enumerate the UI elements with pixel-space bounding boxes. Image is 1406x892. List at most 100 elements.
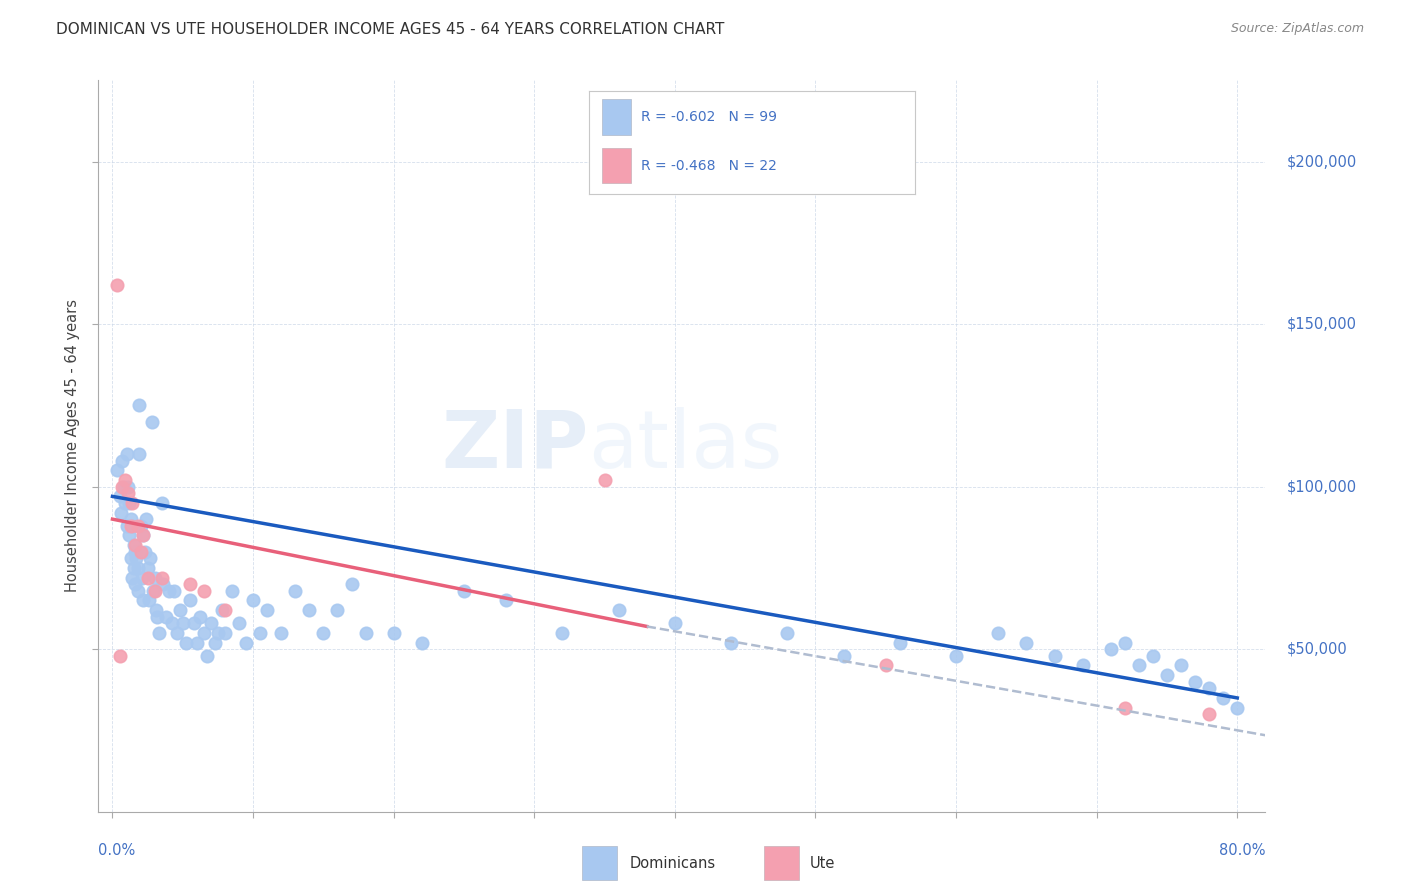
Point <box>889 635 911 649</box>
Point <box>108 648 131 663</box>
Point <box>172 616 194 631</box>
Point <box>142 583 165 598</box>
Text: $200,000: $200,000 <box>1286 154 1357 169</box>
Point <box>195 648 218 663</box>
Point <box>1071 658 1094 673</box>
Point <box>1198 681 1220 696</box>
Point <box>186 635 208 649</box>
Point <box>150 571 173 585</box>
Point <box>146 609 169 624</box>
Point <box>129 518 152 533</box>
Point <box>593 473 616 487</box>
Point <box>179 577 201 591</box>
Point <box>551 626 574 640</box>
Point <box>1114 635 1136 649</box>
Point <box>152 577 174 591</box>
Point <box>249 626 271 640</box>
Point <box>111 453 134 467</box>
Point <box>664 616 686 631</box>
Point <box>105 278 128 293</box>
Point <box>124 544 146 558</box>
Point <box>607 603 630 617</box>
Point <box>110 506 132 520</box>
Point <box>108 489 131 503</box>
Point <box>136 571 159 585</box>
Point <box>242 593 264 607</box>
Point <box>214 603 236 617</box>
Point <box>204 635 226 649</box>
Point <box>193 626 215 640</box>
Point <box>1226 700 1249 714</box>
Text: 80.0%: 80.0% <box>1219 843 1265 858</box>
Point <box>495 593 517 607</box>
Point <box>207 626 229 640</box>
Point <box>117 486 139 500</box>
Point <box>128 447 150 461</box>
Point <box>115 447 138 461</box>
Point <box>945 648 967 663</box>
Point <box>270 626 292 640</box>
Point <box>1198 707 1220 722</box>
Point <box>832 648 855 663</box>
Point <box>193 583 215 598</box>
Point <box>326 603 349 617</box>
Point <box>114 496 136 510</box>
Point <box>120 551 142 566</box>
Point <box>129 544 152 558</box>
Point <box>143 571 166 585</box>
Point <box>148 626 170 640</box>
Point <box>157 583 180 598</box>
FancyBboxPatch shape <box>763 846 799 880</box>
Point <box>179 593 201 607</box>
Point <box>1043 648 1066 663</box>
Point <box>121 496 143 510</box>
Point <box>121 518 143 533</box>
Point <box>132 528 155 542</box>
Point <box>111 480 134 494</box>
Point <box>121 571 143 585</box>
Point <box>138 593 160 607</box>
Text: ZIP: ZIP <box>441 407 589 485</box>
Point <box>143 583 166 598</box>
Point <box>875 658 897 673</box>
Point <box>131 571 153 585</box>
Point <box>105 463 128 477</box>
Point <box>256 603 278 617</box>
Point <box>134 544 156 558</box>
Text: $100,000: $100,000 <box>1286 479 1357 494</box>
FancyBboxPatch shape <box>582 846 617 880</box>
Point <box>211 603 233 617</box>
Text: $50,000: $50,000 <box>1286 641 1347 657</box>
Point <box>1170 658 1192 673</box>
Point <box>118 528 141 542</box>
Point <box>166 626 188 640</box>
Point <box>124 538 146 552</box>
Point <box>163 583 186 598</box>
Point <box>124 577 146 591</box>
Text: DOMINICAN VS UTE HOUSEHOLDER INCOME AGES 45 - 64 YEARS CORRELATION CHART: DOMINICAN VS UTE HOUSEHOLDER INCOME AGES… <box>56 22 724 37</box>
Point <box>160 616 183 631</box>
Point <box>1128 658 1150 673</box>
Point <box>136 561 159 575</box>
Point <box>183 616 205 631</box>
Point <box>141 415 163 429</box>
Point <box>135 512 157 526</box>
Point <box>221 583 243 598</box>
Point <box>127 583 149 598</box>
Point <box>139 551 162 566</box>
Point <box>382 626 405 640</box>
Point <box>1156 668 1178 682</box>
Point <box>340 577 363 591</box>
Point <box>118 496 141 510</box>
Text: atlas: atlas <box>589 407 783 485</box>
Text: $150,000: $150,000 <box>1286 317 1357 332</box>
Point <box>354 626 377 640</box>
Point <box>720 635 742 649</box>
Point <box>312 626 335 640</box>
Point <box>127 561 149 575</box>
Point <box>115 518 138 533</box>
Point <box>145 603 167 617</box>
Point <box>117 480 139 494</box>
Point <box>214 626 236 640</box>
Point <box>174 635 197 649</box>
